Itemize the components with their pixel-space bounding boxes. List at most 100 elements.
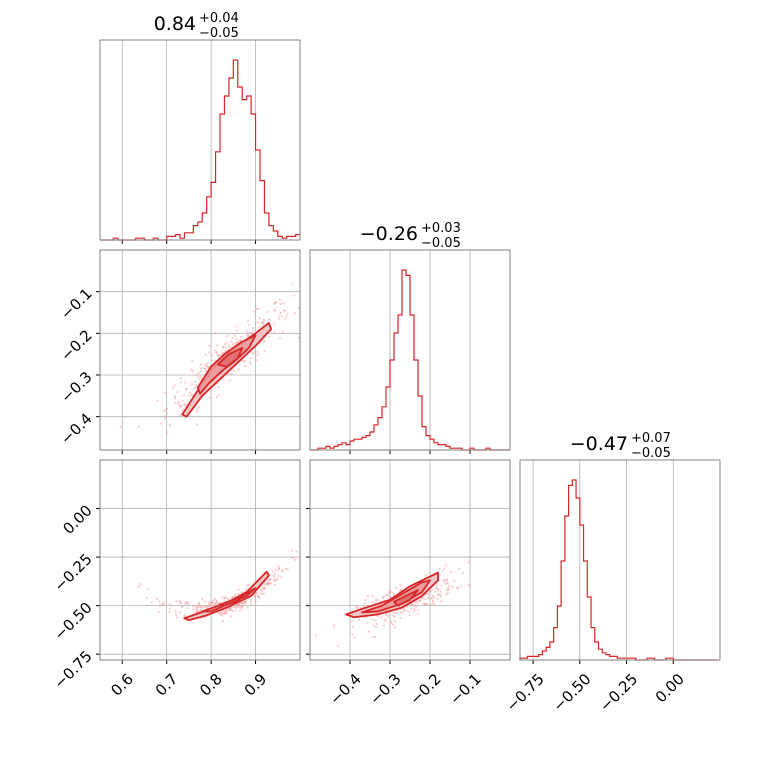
- sample-point: [231, 336, 234, 340]
- y-tick-label: 0.00: [59, 501, 95, 537]
- sample-point: [181, 399, 184, 403]
- sample-point: [273, 583, 276, 586]
- sample-point: [220, 612, 223, 615]
- sample-point: [200, 367, 203, 370]
- sample-point: [364, 598, 367, 601]
- title-param-2: −0.26 +0.03 −0.05: [360, 221, 461, 251]
- sample-point: [408, 614, 411, 617]
- sample-point: [234, 609, 238, 612]
- histogram-frame: [99, 39, 301, 241]
- sample-point: [248, 323, 251, 326]
- sample-point: [252, 310, 256, 313]
- sample-point: [137, 585, 140, 588]
- sample-point: [250, 602, 253, 605]
- sample-point: [446, 591, 449, 595]
- sample-point: [240, 335, 243, 338]
- sample-point: [449, 570, 452, 573]
- sample-point: [436, 597, 439, 600]
- sample-point: [446, 582, 449, 585]
- x-tick-label: −0.2: [406, 670, 444, 708]
- sample-point: [208, 601, 211, 604]
- sample-point: [277, 565, 280, 568]
- sample-point: [184, 602, 187, 606]
- x-tick-label: 0.7: [152, 670, 182, 700]
- histogram-frame: [309, 249, 511, 451]
- sample-point: [158, 604, 161, 607]
- sample-point: [413, 610, 416, 613]
- sample-point: [441, 584, 444, 587]
- sample-point: [199, 363, 202, 366]
- x-tick-label: −0.25: [596, 670, 641, 715]
- title-param-3: −0.47 +0.07 −0.05: [570, 431, 671, 461]
- sample-point: [263, 339, 266, 342]
- scatter-panel: −0.1−0.2 −0.3 −0.4: [57, 249, 301, 454]
- sample-point: [237, 588, 240, 591]
- sample-point: [393, 619, 397, 622]
- y-tick-label: −0.50: [50, 599, 95, 644]
- sample-point: [393, 615, 396, 618]
- sample-point: [195, 386, 198, 389]
- title-lower: −0.05: [421, 236, 461, 251]
- sample-point: [444, 582, 447, 586]
- sample-point: [456, 587, 459, 590]
- sample-point: [437, 592, 440, 596]
- sample-point: [259, 592, 262, 595]
- density-contour: [361, 579, 431, 614]
- sample-point: [250, 357, 253, 360]
- x-tick-label: 0.00: [652, 670, 688, 706]
- sample-point: [186, 606, 189, 609]
- title-median: −0.26: [360, 223, 418, 245]
- sample-point: [217, 386, 220, 389]
- sample-point: [236, 325, 239, 328]
- sample-point: [274, 301, 277, 304]
- scatter-frame: [99, 249, 301, 451]
- sample-point: [183, 403, 186, 406]
- sample-point: [238, 604, 241, 607]
- sample-point: [224, 596, 228, 599]
- y-tick-label: −0.3: [57, 368, 95, 406]
- sample-point: [444, 578, 448, 581]
- sample-point: [440, 599, 443, 603]
- sample-point: [155, 597, 158, 600]
- sample-point: [235, 342, 238, 345]
- sample-point: [445, 589, 449, 592]
- sample-point: [213, 349, 216, 352]
- sample-point: [436, 589, 439, 592]
- sample-point: [354, 606, 358, 609]
- sample-point: [245, 587, 248, 590]
- sample-point: [194, 380, 197, 383]
- sample-point: [173, 384, 176, 387]
- sample-point: [195, 410, 198, 413]
- sample-point: [192, 387, 195, 390]
- sample-point: [409, 604, 413, 607]
- sample-point: [229, 615, 233, 618]
- density-contour: [216, 347, 244, 368]
- sample-point: [415, 605, 418, 608]
- sample-point: [224, 346, 227, 349]
- sample-point: [165, 411, 168, 415]
- sample-point: [232, 342, 235, 345]
- sample-point: [174, 401, 177, 404]
- sample-point: [249, 360, 252, 363]
- sample-point: [214, 597, 217, 600]
- sample-point: [441, 569, 444, 572]
- x-tick-label: 0.6: [107, 670, 137, 700]
- sample-point: [137, 425, 140, 428]
- sample-point: [219, 353, 222, 356]
- x-tick-label: 0.8: [196, 670, 226, 700]
- sample-point: [263, 350, 266, 353]
- sample-point: [405, 609, 408, 612]
- sample-point: [259, 589, 262, 592]
- sample-point: [430, 602, 433, 606]
- sample-point: [243, 359, 246, 363]
- sample-point: [405, 605, 409, 608]
- sample-point: [188, 394, 191, 398]
- sample-point: [249, 362, 253, 365]
- sample-point: [160, 603, 163, 606]
- sample-point: [314, 634, 317, 637]
- sample-point: [366, 622, 369, 625]
- sample-point: [179, 381, 183, 384]
- sample-point: [423, 603, 426, 606]
- sample-point: [443, 567, 446, 570]
- sample-point: [389, 621, 392, 624]
